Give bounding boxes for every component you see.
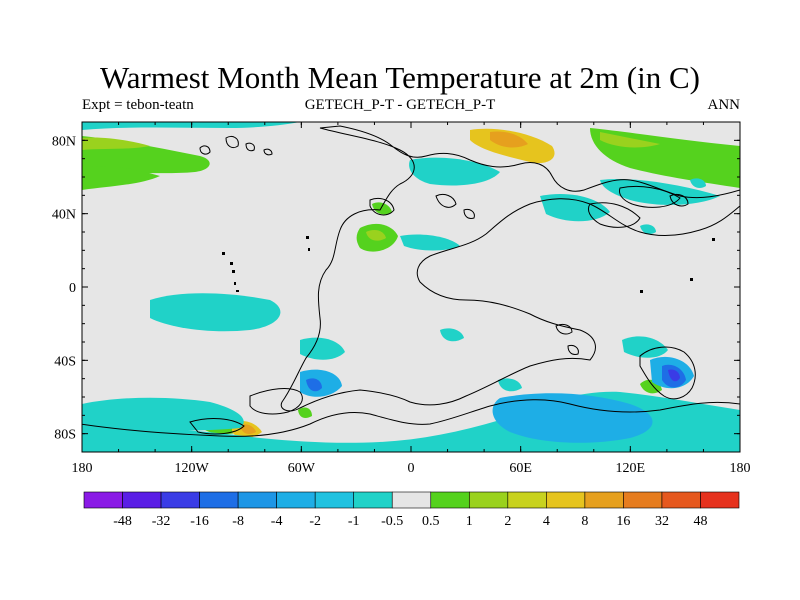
extreme-positive-regions [240, 131, 528, 434]
lon-label: 120W [175, 461, 210, 476]
longitude-axis: 180 120W 60W 0 60E 120E 180 [72, 122, 751, 476]
colorbar-swatch [661, 491, 701, 509]
colorbar-swatch [430, 491, 470, 509]
colorbar-swatch [353, 491, 393, 509]
lon-label: 60W [288, 461, 316, 476]
colorbar-swatch [468, 491, 509, 509]
colorbar-swatch [546, 491, 586, 509]
colorbar-swatch [276, 491, 316, 509]
colorbar-swatch [199, 491, 239, 509]
lon-label: 60E [509, 461, 532, 476]
colorbar-label: -32 [152, 514, 171, 529]
colorbar-swatch [237, 491, 277, 509]
lon-label: 180 [72, 461, 93, 476]
colorbar-label: -16 [190, 514, 209, 529]
extreme-negative-regions [668, 369, 680, 382]
colorbar-swatch [623, 491, 663, 509]
scattered-islands [222, 236, 715, 293]
lat-label: 80S [54, 428, 76, 443]
colorbar-label: -4 [271, 514, 283, 529]
positive-anomaly-regions [82, 128, 740, 435]
colorbar-label: -2 [309, 514, 321, 529]
colorbar-label: 48 [693, 514, 707, 529]
colorbar-label: 0.5 [422, 514, 440, 529]
colorbar-swatch [391, 491, 432, 509]
lat-label: 0 [69, 281, 76, 296]
colorbar-label: 2 [504, 514, 511, 529]
experiment-label: Expt = tebon-teatn [82, 97, 194, 113]
colorbar-label: 16 [616, 514, 630, 529]
colorbar-label: 32 [655, 514, 669, 529]
colorbar-label: -8 [232, 514, 244, 529]
coastlines [82, 125, 740, 437]
colorbar-label: -0.5 [381, 514, 403, 529]
colorbar-swatch [314, 491, 355, 509]
map-title: Warmest Month Mean Temperature at 2m (in… [100, 60, 700, 95]
lon-label: 120E [616, 461, 646, 476]
colorbar-label: 1 [466, 514, 473, 529]
colorbar-swatch [160, 491, 200, 509]
lat-label: 40N [52, 208, 76, 223]
colorbar: -48 -32 -16 -8 -4 -2 -1 -0.5 0.5 1 2 4 8 16 32 48 [83, 491, 740, 529]
colorbar-swatch [122, 491, 162, 509]
colorbar-label: -1 [348, 514, 360, 529]
lon-label: 0 [408, 461, 415, 476]
lat-label: 80N [52, 134, 76, 149]
colorbar-swatch [700, 491, 740, 509]
colorbar-swatch [83, 491, 123, 509]
colorbar-label: 8 [581, 514, 588, 529]
lat-label: 40S [54, 354, 76, 369]
colorbar-label: 4 [543, 514, 550, 529]
colorbar-label: -48 [113, 514, 132, 529]
model-label: GETECH_P-T - GETECH_P-T [304, 97, 496, 113]
season-label: ANN [707, 97, 741, 113]
difference-field [82, 122, 740, 452]
latitude-axis: 80N 40N 0 40S 80S [52, 121, 740, 453]
colorbar-swatch [507, 491, 547, 509]
colorbar-swatch [584, 491, 624, 509]
lon-label: 180 [730, 461, 751, 476]
